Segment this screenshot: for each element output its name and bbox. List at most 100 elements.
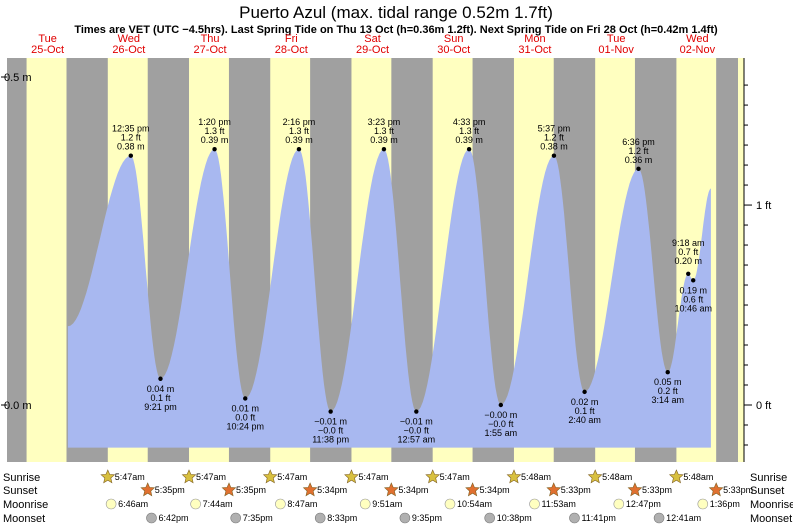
extreme-time: 5:37 pm	[538, 124, 571, 134]
chart-subtitle: Times are VET (UTC −4.5hrs). Last Spring…	[74, 24, 718, 36]
extreme-time: 2:16 pm	[283, 117, 316, 127]
star-icon	[425, 469, 441, 484]
tide-extremes: 12:35 pm1.2 ft0.38 m0.04 m0.1 ft9:21 pm1…	[112, 117, 712, 444]
extreme-m: 0.01 m	[231, 403, 259, 413]
sunset-label-left: Sunset	[3, 485, 37, 497]
star-icon	[587, 469, 603, 484]
moonrise-time: 9:51am	[372, 499, 402, 509]
sunrise-time: 5:47am	[358, 472, 388, 482]
chart-title: Puerto Azul (max. tidal range 0.52m 1.7f…	[239, 3, 553, 22]
extreme-ft: 1.2 ft	[121, 133, 142, 143]
extreme-m: 0.38 m	[540, 142, 568, 152]
moon-icon	[529, 498, 540, 510]
moonset-time: 12:41am	[666, 513, 701, 523]
sunrise-time: 5:47am	[440, 472, 470, 482]
moonset-label-left: Moonset	[3, 513, 45, 525]
sunset-label-right: Sunset	[750, 485, 784, 497]
sunset-time: 5:33pm	[642, 485, 672, 495]
extreme-m: −0.00 m	[484, 410, 517, 420]
extreme-dot	[665, 370, 670, 375]
moon-icon	[359, 498, 371, 510]
extreme-label: 2:16 pm1.3 ft0.39 m	[283, 117, 316, 145]
extreme-time: 1:55 am	[485, 428, 518, 438]
extreme-ft: 0.0 ft	[235, 412, 256, 422]
moon-icon	[275, 498, 286, 510]
extreme-m: −0.01 m	[314, 417, 347, 427]
day-name: Mon	[524, 33, 545, 45]
extreme-ft: 0.1 ft	[150, 393, 171, 403]
extreme-label: 6:36 pm1.2 ft0.36 m	[622, 137, 655, 165]
sunset-time: 5:35pm	[155, 485, 185, 495]
extreme-label: 3:23 pm1.3 ft0.39 m	[368, 117, 401, 145]
extreme-dot	[158, 376, 163, 381]
moonrise-time: 6:46am	[118, 499, 148, 509]
extreme-label: 0.04 m0.1 ft9:21 pm	[144, 384, 177, 412]
extreme-ft: 1.2 ft	[544, 133, 565, 143]
extreme-dot	[691, 278, 696, 283]
moonrise-label-left: Moonrise	[3, 499, 48, 511]
day-date: 26-Oct	[112, 44, 145, 56]
right-tick-label: 0 ft	[756, 400, 771, 412]
extreme-ft: 0.1 ft	[575, 406, 596, 416]
sunset-time: 5:33pm	[723, 485, 753, 495]
extreme-label: 4:33 pm1.3 ft0.39 m	[453, 117, 486, 145]
extreme-dot	[551, 153, 557, 158]
extreme-time: 3:14 am	[651, 395, 684, 405]
sunset-time: 5:33pm	[561, 485, 591, 495]
day-name: Tue	[607, 33, 626, 45]
day-date: 01-Nov	[598, 44, 634, 56]
star-icon	[627, 482, 643, 497]
extreme-time: 6:36 pm	[622, 137, 655, 147]
day-name: Tue	[38, 33, 57, 45]
day-date: 29-Oct	[356, 44, 389, 56]
extreme-time: 9:18 am	[672, 238, 705, 248]
extreme-m: 0.19 m	[679, 285, 707, 295]
moon-icon	[569, 512, 580, 524]
star-icon	[506, 469, 522, 484]
star-icon	[140, 482, 156, 497]
extreme-m: 0.39 m	[370, 135, 398, 145]
sunrise-time: 5:47am	[277, 472, 307, 482]
extreme-ft: 1.3 ft	[459, 126, 480, 136]
day-date: 31-Oct	[518, 44, 551, 56]
tide-curve	[67, 149, 711, 448]
right-tick-label: 1 ft	[756, 200, 771, 212]
star-icon	[546, 482, 562, 497]
star-icon	[181, 469, 197, 484]
moonrise-label-right: Moonrise	[750, 499, 793, 511]
moon-icon	[399, 512, 411, 524]
moon-icon	[314, 512, 326, 524]
extreme-m: 0.05 m	[654, 377, 682, 387]
star-icon	[465, 482, 480, 497]
star-icon	[383, 482, 399, 497]
extreme-ft: 1.2 ft	[628, 146, 649, 156]
moon-icon	[190, 498, 201, 510]
sunset-time: 5:35pm	[236, 485, 266, 495]
extreme-dot	[582, 389, 587, 395]
axes: 0.0 m 0.5 m 0 ft 1 ft	[1, 58, 771, 462]
extreme-m: 0.20 m	[674, 256, 702, 266]
moonrise-time: 12:47pm	[626, 499, 661, 509]
extreme-dot	[243, 396, 248, 401]
moon-icon	[444, 498, 456, 510]
star-icon	[668, 469, 684, 484]
extreme-dot	[498, 402, 504, 408]
sunrise-time: 5:48am	[521, 472, 551, 482]
moonrise-time: 8:47am	[287, 499, 317, 509]
moonset-time: 11:41pm	[581, 513, 615, 523]
extreme-time: 9:21 pm	[144, 402, 177, 412]
day-date: 30-Oct	[437, 44, 470, 56]
extreme-ft: 1.3 ft	[374, 126, 395, 136]
extreme-label: −0.00 m−0.0 ft1:55 am	[484, 410, 517, 438]
extreme-time: 3:23 pm	[368, 117, 401, 127]
sunrise-time: 5:48am	[683, 472, 713, 482]
sunset-time: 5:34pm	[317, 485, 347, 495]
extreme-label: 0.02 m0.1 ft2:40 am	[568, 397, 601, 425]
day-name: Thu	[201, 33, 220, 45]
left-tick-label: 0.0 m	[4, 400, 32, 412]
moonset-time: 10:38pm	[497, 513, 532, 523]
right-axis-strip	[738, 58, 744, 462]
